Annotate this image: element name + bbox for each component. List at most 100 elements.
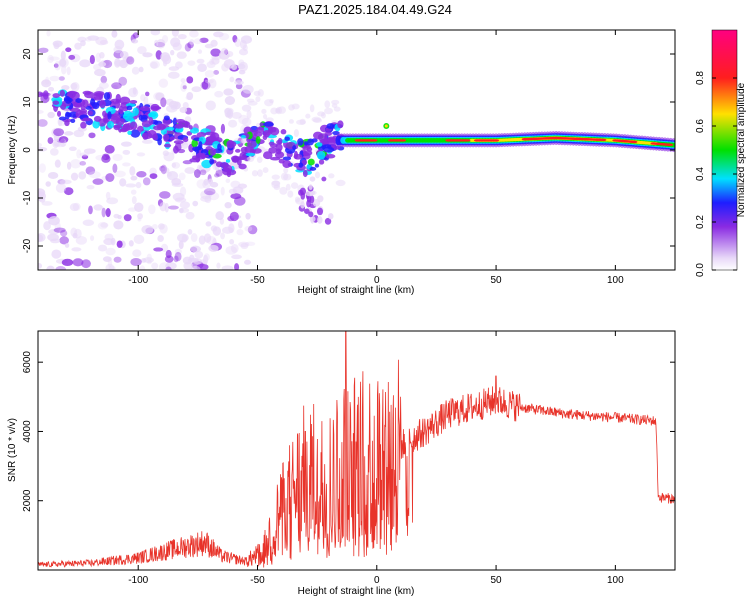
spectrogram-cell: [85, 105, 92, 110]
spectrogram-cell: [177, 233, 189, 243]
spectrogram-cell: [268, 141, 275, 146]
spectrogram-cell: [54, 60, 61, 71]
spectrogram-cell: [59, 138, 67, 148]
spectrogram-cell: [114, 100, 121, 109]
spectrogram-cell: [230, 243, 239, 253]
spectrogram-cell: [76, 149, 82, 159]
spectrogram-cell: [47, 137, 54, 145]
spectrogram-cell: [150, 30, 161, 36]
spectrogram-cell: [199, 37, 209, 43]
spectrogram-cell: [60, 50, 66, 61]
spectrogram-cell: [163, 143, 172, 148]
spectrogram-cell: [97, 244, 108, 252]
spectrogram-cell: [148, 116, 154, 126]
spectrogram-cell: [204, 43, 214, 49]
spectrogram-cell: [132, 249, 142, 257]
spectrogram-cell: [243, 259, 252, 265]
spectrogram-cell: [293, 153, 303, 160]
spectrogram-cell: [157, 234, 164, 242]
y-tick-label: 0: [22, 147, 33, 153]
spectrogram-cell: [309, 166, 317, 171]
spectrogram-cell: [255, 136, 261, 144]
spectrogram-cell: [231, 112, 242, 119]
spectrogram-cell: [316, 151, 326, 160]
spectrogram-cell: [121, 125, 128, 132]
spectrogram-cell: [85, 166, 96, 175]
y-tick-label: 6000: [22, 351, 33, 374]
y-tick-label: 20: [22, 48, 33, 60]
spectrogram-cell: [92, 178, 104, 185]
spectrogram-cell: [115, 93, 121, 103]
spectrogram-cell: [130, 175, 138, 181]
spectrogram-cell: [119, 178, 127, 187]
spectrogram-cell: [177, 34, 187, 40]
spectrogram-cell: [48, 56, 60, 61]
spectrogram-cell: [190, 233, 198, 243]
spectrogram-cell: [196, 179, 207, 189]
snr-frame: [37, 330, 676, 571]
spectrogram-cell: [305, 191, 314, 197]
spectrogram-cell: [139, 265, 146, 270]
spectrogram-cell: [174, 248, 182, 255]
spectrogram-cell: [186, 76, 194, 84]
spectrogram-cell: [225, 178, 231, 184]
spectrogram-cell: [247, 155, 255, 163]
spectrogram-cell: [288, 119, 294, 124]
spectrogram-cell: [89, 54, 95, 65]
spectrogram-cell: [122, 162, 131, 167]
spectrogram-cell: [173, 145, 179, 154]
spectrogram-cell: [48, 229, 60, 235]
spectrogram-cell: [107, 120, 115, 129]
spectrogram-cell: [206, 235, 217, 245]
spectrogram-cell: [170, 105, 177, 110]
spectrogram-cell: [245, 212, 251, 220]
spectrogram-cell: [328, 213, 334, 220]
spectrogram-cell: [318, 159, 325, 165]
spectrogram-cell: [204, 131, 216, 136]
spectrogram-cell: [314, 163, 319, 168]
spectrogram-cell: [159, 202, 167, 212]
spectrogram-cell: [314, 171, 321, 179]
spectrogram-cell: [46, 265, 55, 270]
spectrogram-cell: [101, 207, 106, 218]
spectrogram-cell: [128, 240, 134, 247]
spectrogram-cell: [100, 75, 108, 84]
spectrogram-cell: [220, 123, 226, 134]
spectrogram-cell: [293, 129, 299, 138]
spectrogram-cell: [113, 213, 120, 219]
spectrogram-cell: [82, 219, 95, 226]
spectrogram-cell: [156, 39, 166, 49]
spectrogram-cell: [131, 196, 137, 205]
spectrogram-cell: [55, 183, 67, 193]
spectrogram-cell: [218, 32, 230, 41]
spectrogram-cell: [176, 51, 187, 59]
y-tick-label: 2000: [22, 489, 33, 512]
spectrogram-cell: [225, 245, 237, 255]
spectrogram-cell: [193, 258, 203, 265]
spectrogram-cell: [65, 47, 72, 53]
spectrogram-cell: [312, 198, 321, 207]
spectrogram-cell: [145, 91, 150, 97]
spectrogram-cell: [160, 97, 167, 108]
spectrogram-cell: [98, 61, 107, 67]
spectrogram-cell: [189, 30, 199, 38]
spectrogram-cell: [285, 183, 291, 191]
spectrogram-cell: [119, 59, 128, 69]
x-tick-label: 0: [374, 575, 380, 586]
spectrogram-cell: [73, 129, 85, 138]
spectrogram-cell: [126, 105, 133, 111]
spectrogram-cell: [168, 205, 179, 210]
spectrogram-cell: [309, 195, 315, 204]
spectrogram-cell: [309, 176, 316, 182]
snr-y-axis-label: SNR (10 * v/v): [7, 418, 18, 482]
spectrogram-cell: [178, 207, 184, 214]
spectrogram-cell: [64, 242, 70, 248]
spectrogram-cell: [81, 154, 89, 160]
spectrogram-cell: [191, 86, 202, 93]
spectrogram-cell: [104, 145, 115, 154]
spectrogram-cell: [196, 132, 207, 138]
spectrogram-cell: [303, 141, 309, 146]
spectrogram-cell: [180, 78, 186, 83]
spectrogram-cell: [64, 111, 70, 120]
